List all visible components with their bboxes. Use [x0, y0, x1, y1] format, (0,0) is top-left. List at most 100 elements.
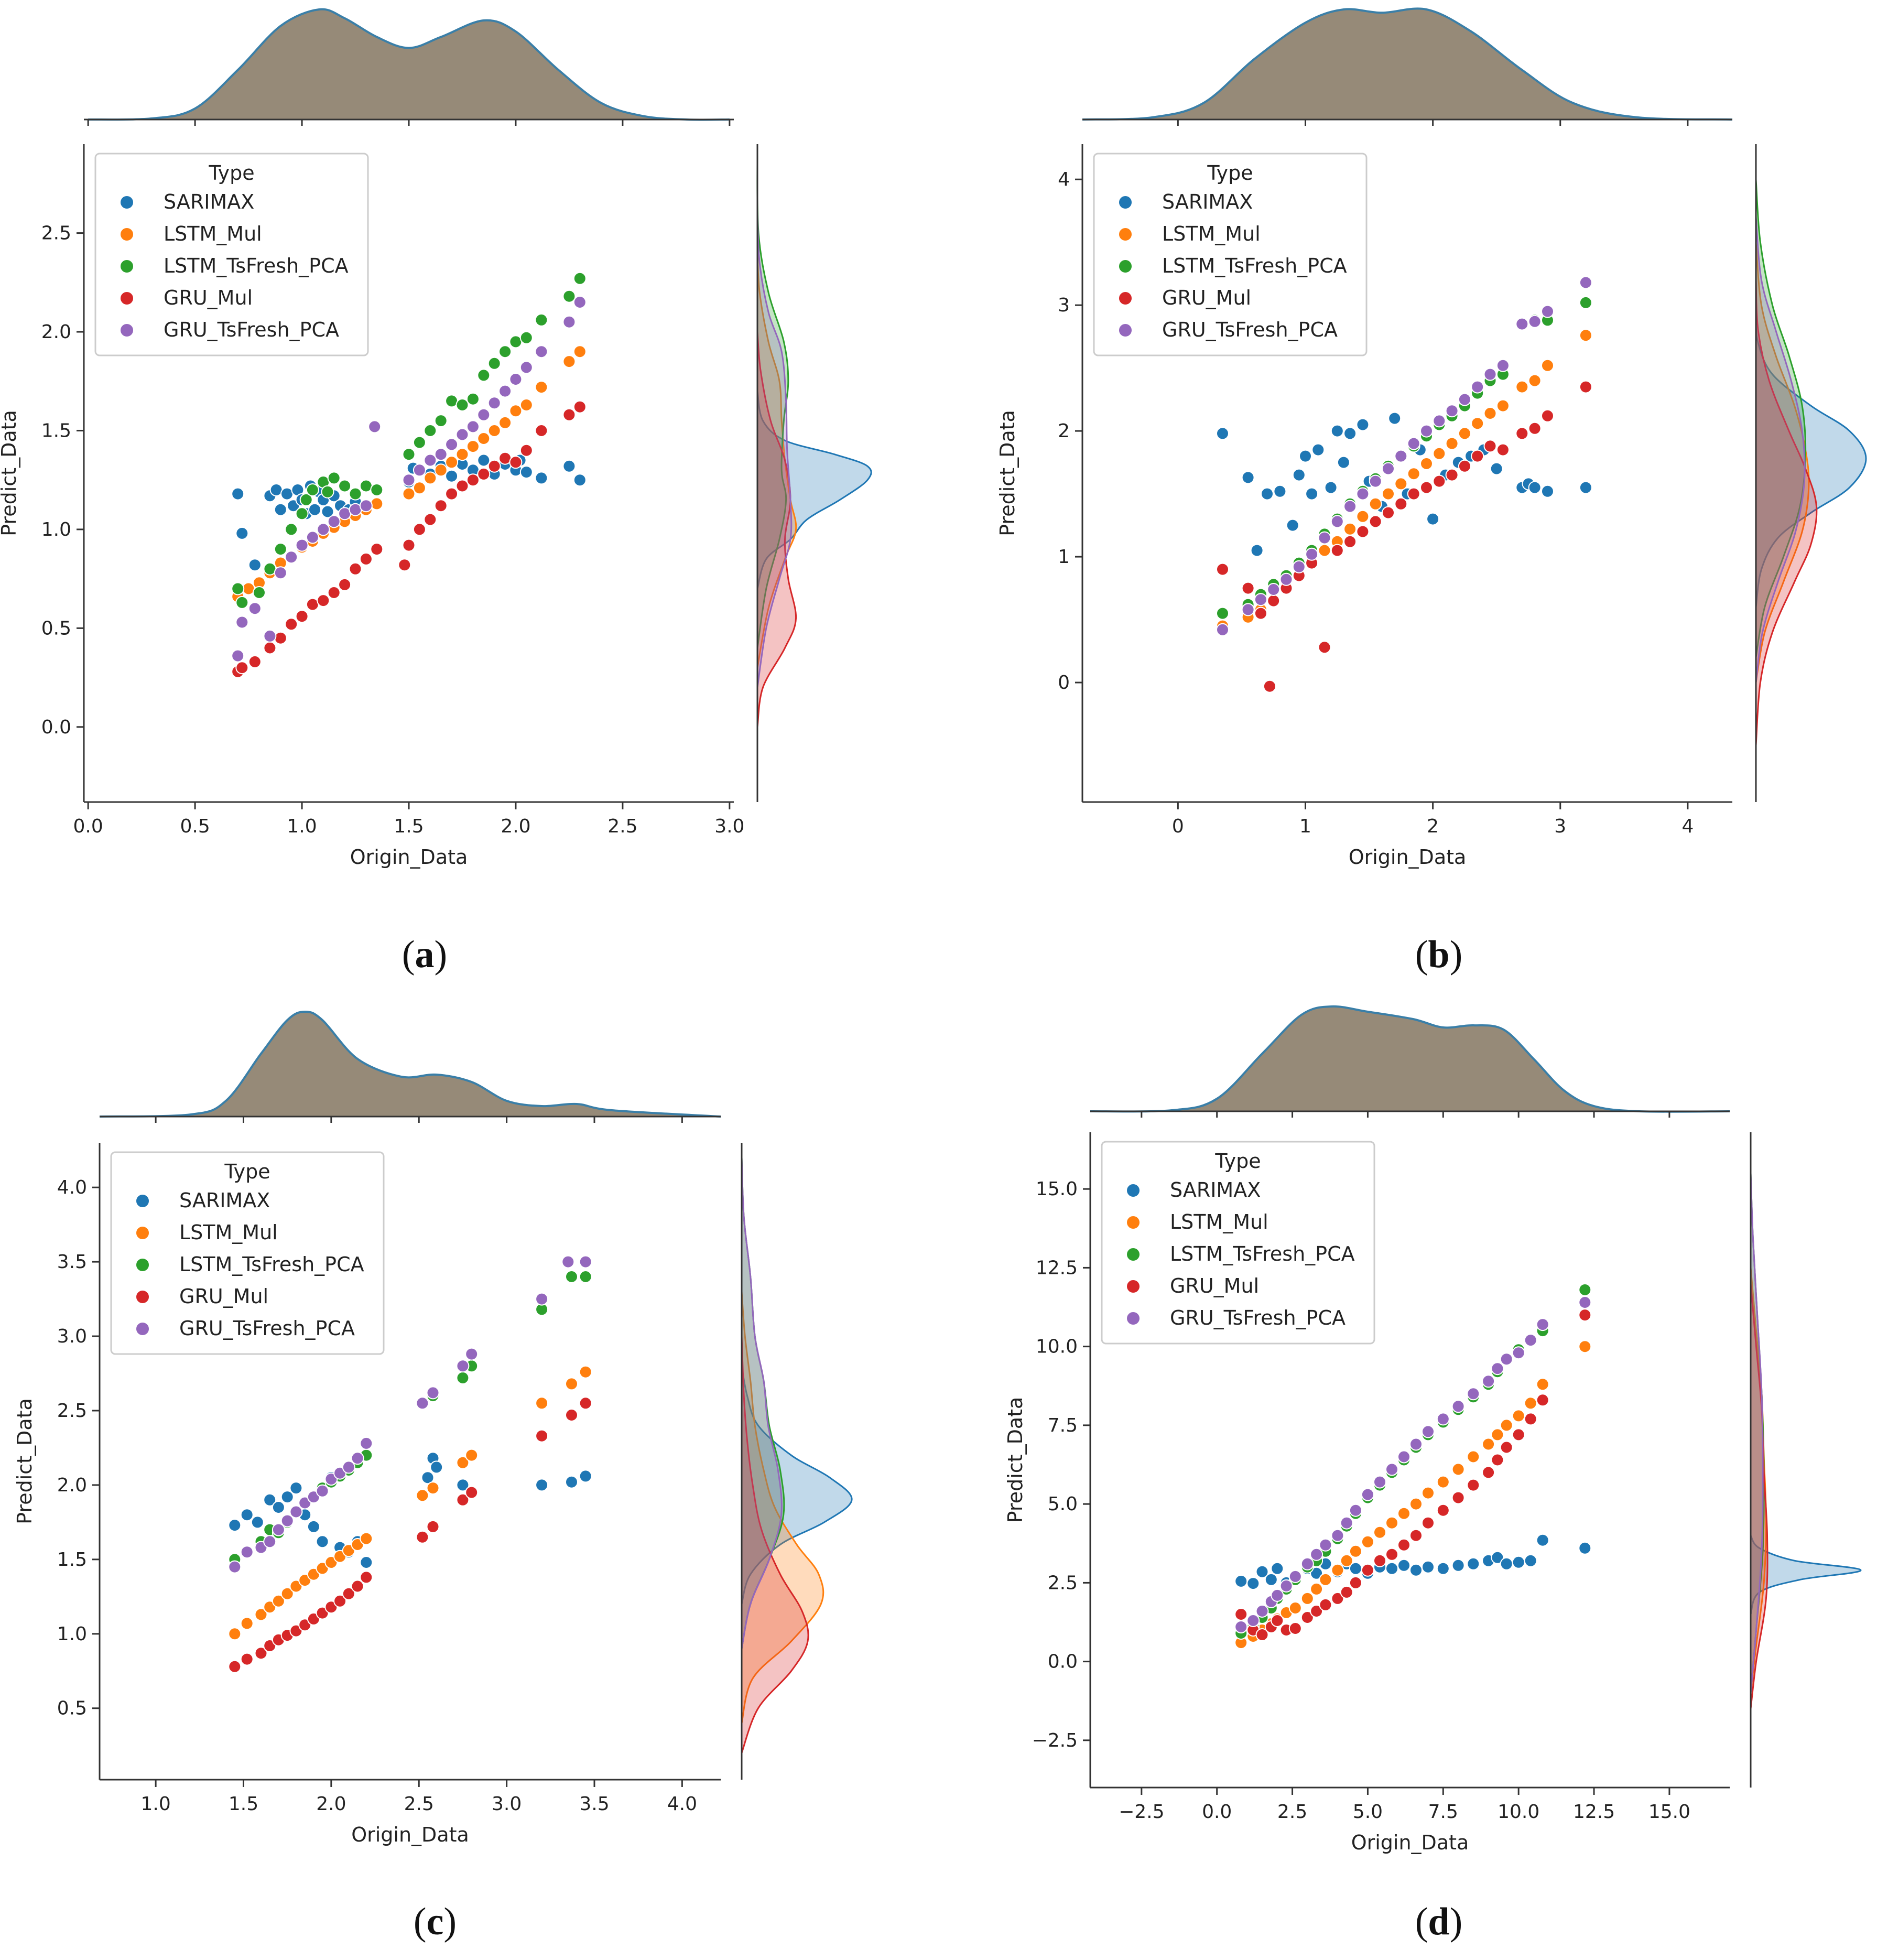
- right-kde-line-lstm_mul: [1755, 242, 1810, 683]
- data-point: [1234, 1620, 1248, 1633]
- data-point: [1512, 1555, 1525, 1569]
- data-point: [1388, 412, 1402, 425]
- right-kde-fill-gru_tsfresh_pca: [742, 1157, 782, 1649]
- data-point: [1483, 439, 1497, 453]
- data-point: [430, 1460, 443, 1474]
- data-point: [573, 345, 587, 359]
- y-tick-label: 2.0: [41, 321, 71, 343]
- data-point: [565, 1377, 578, 1391]
- x-tick-label: 1.0: [287, 816, 317, 837]
- data-point: [1310, 1547, 1323, 1561]
- data-point: [1536, 1393, 1549, 1407]
- data-point: [1524, 1412, 1537, 1426]
- data-point: [1512, 1409, 1525, 1423]
- x-axis-label: Origin_Data: [1349, 846, 1467, 869]
- legend-label-gru_tsfresh_pca: GRU_TsFresh_PCA: [1162, 318, 1338, 341]
- data-point: [535, 424, 548, 437]
- data-point: [327, 515, 341, 528]
- data-point: [342, 1460, 355, 1474]
- y-tick-label: 1.5: [57, 1549, 87, 1571]
- data-point: [509, 456, 523, 469]
- data-point: [434, 448, 448, 461]
- data-point: [1422, 1486, 1435, 1500]
- data-point: [465, 1486, 479, 1499]
- data-point: [235, 526, 249, 540]
- data-point: [1500, 1557, 1513, 1571]
- data-point: [487, 459, 501, 473]
- data-point: [1255, 1565, 1269, 1578]
- x-tick-label: 10.0: [1498, 1801, 1539, 1823]
- data-point: [1385, 1547, 1398, 1561]
- data-point: [333, 1594, 347, 1608]
- data-point: [519, 443, 533, 457]
- x-tick-label: 1: [1299, 816, 1311, 837]
- x-tick-label: 1.5: [229, 1793, 258, 1815]
- legend-marker-lstm_mul: [1126, 1215, 1141, 1230]
- top-marginal-fill: [1090, 1006, 1730, 1112]
- data-point: [1340, 1585, 1353, 1599]
- data-point: [1331, 1563, 1344, 1577]
- right-kde-fill-gru_tsfresh_pca: [1751, 1173, 1763, 1693]
- data-point: [1541, 409, 1554, 423]
- data-point: [1241, 581, 1255, 595]
- right-kde-fill-sarimax: [1751, 1535, 1861, 1615]
- x-tick-label: −2.5: [1119, 1801, 1164, 1823]
- data-point: [1483, 407, 1497, 420]
- data-point: [1271, 1614, 1284, 1627]
- data-point: [235, 615, 249, 629]
- data-point: [1451, 1463, 1465, 1476]
- data-point: [370, 497, 384, 511]
- data-point: [299, 493, 313, 506]
- panel-a: 0.0 0.5 1.0 1.5 2.0 2.5 3.0 0.0 0.5 1.0 1.5 2.0 2.5 O…: [0, 8, 872, 976]
- data-point: [1356, 525, 1370, 538]
- data-point: [565, 1475, 578, 1489]
- y-tick-label: 5.0: [1048, 1493, 1078, 1515]
- legend-label-lstm_tsfresh_pca: LSTM_TsFresh_PCA: [1170, 1242, 1355, 1265]
- data-point: [1319, 1598, 1332, 1611]
- right-kde-line-gru_tsfresh_pca: [756, 213, 793, 688]
- data-point: [1263, 679, 1276, 693]
- series-gru_tsfresh_pca: [1216, 276, 1592, 636]
- legend-marker-lstm_tsfresh_pca: [1118, 259, 1133, 274]
- data-point: [498, 416, 512, 429]
- right-kde-line-gru_tsfresh_pca: [741, 1157, 783, 1649]
- data-point: [1310, 1605, 1323, 1618]
- data-point: [251, 1515, 264, 1529]
- legend-marker-gru_mul: [135, 1290, 150, 1304]
- data-point: [487, 424, 501, 437]
- y-tick-label: 1.0: [57, 1623, 87, 1645]
- data-point: [1394, 449, 1408, 463]
- data-point: [1382, 506, 1395, 519]
- data-point: [573, 400, 587, 414]
- x-tick-label: 15.0: [1648, 1801, 1690, 1823]
- legend-label-gru_mul: GRU_Mul: [164, 286, 253, 309]
- data-point: [1288, 1622, 1302, 1635]
- data-point: [535, 381, 548, 394]
- data-point: [360, 1571, 373, 1584]
- legend-marker-sarimax: [1118, 195, 1133, 210]
- y-tick-label: 2: [1058, 420, 1070, 442]
- top-marginal-line: [1090, 1005, 1730, 1113]
- data-point: [498, 345, 512, 359]
- data-point: [1382, 487, 1395, 501]
- data-point: [1286, 518, 1299, 532]
- data-point: [465, 1347, 479, 1361]
- legend-marker-sarimax: [135, 1194, 150, 1208]
- data-point: [445, 456, 459, 469]
- data-point: [1422, 1560, 1435, 1574]
- data-point: [1500, 1441, 1513, 1454]
- panel-caption: (b): [1415, 933, 1462, 976]
- right-kde-fill-gru_tsfresh_pca: [757, 213, 791, 688]
- legend: Type SARIMAX LSTM_Mul LSTM_TsFresh_PCA GRU_M…: [110, 1151, 385, 1355]
- data-point: [426, 1520, 440, 1533]
- right-kde-fill-lstm_mul: [1756, 242, 1809, 683]
- data-point: [306, 530, 319, 544]
- data-point: [263, 1535, 277, 1548]
- data-point: [426, 1481, 440, 1495]
- data-point: [1324, 481, 1338, 494]
- data-point: [274, 566, 287, 580]
- legend-label-sarimax: SARIMAX: [1170, 1178, 1261, 1201]
- data-point: [1385, 1463, 1398, 1476]
- legend-marker-lstm_tsfresh_pca: [1126, 1247, 1141, 1262]
- data-point: [1305, 547, 1319, 561]
